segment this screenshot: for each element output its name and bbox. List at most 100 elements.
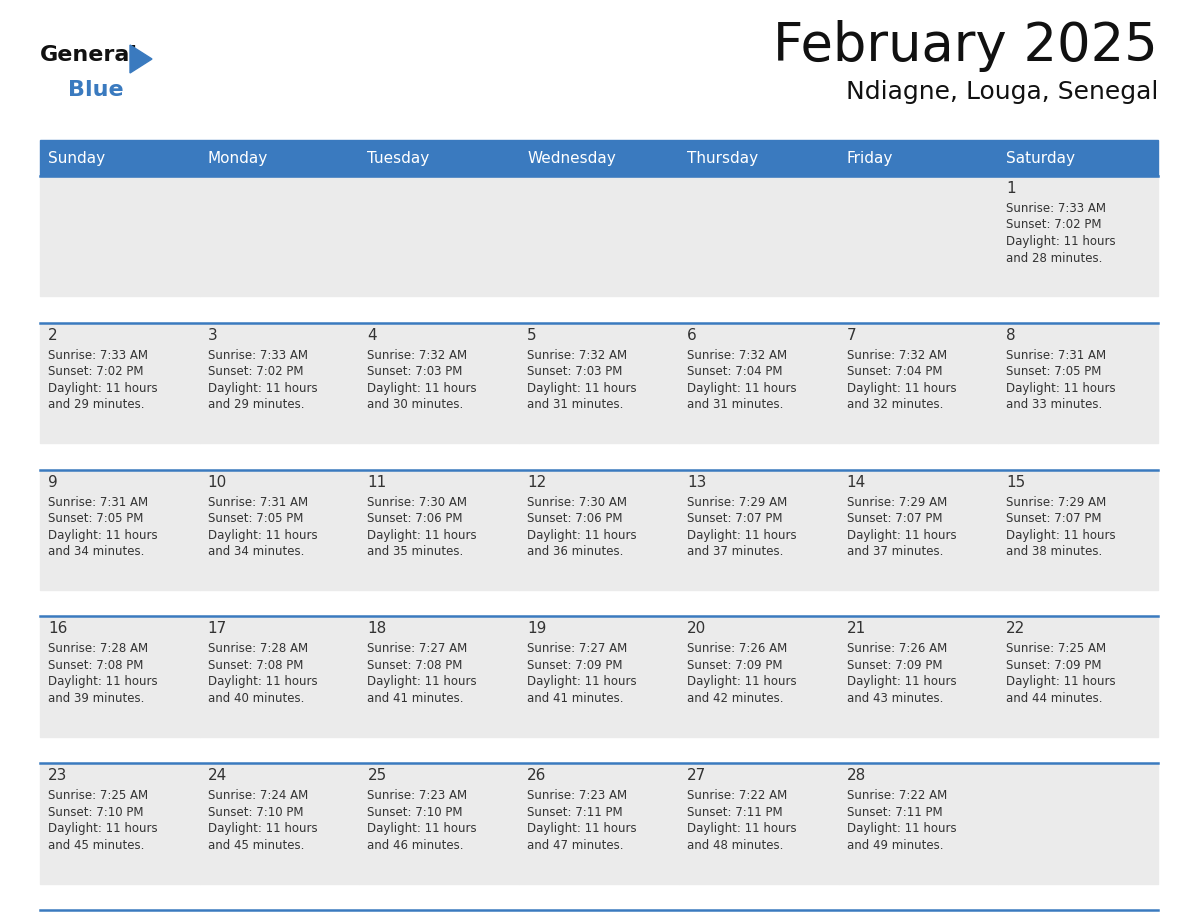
Text: 23: 23 (48, 768, 68, 783)
Text: Daylight: 11 hours: Daylight: 11 hours (847, 529, 956, 542)
Bar (200, 323, 360, 443)
Text: Sunrise: 7:29 AM: Sunrise: 7:29 AM (1006, 496, 1106, 509)
Bar (839, 176, 998, 297)
Text: 5: 5 (527, 328, 537, 342)
Bar (40, 176, 200, 297)
Bar (998, 323, 1158, 443)
Text: 9: 9 (48, 475, 58, 489)
Text: Saturday: Saturday (1006, 151, 1075, 165)
Text: Sunrise: 7:32 AM: Sunrise: 7:32 AM (367, 349, 468, 362)
Bar (998, 470, 1158, 590)
Text: 13: 13 (687, 475, 706, 489)
Text: Daylight: 11 hours: Daylight: 11 hours (208, 823, 317, 835)
Text: Sunset: 7:11 PM: Sunset: 7:11 PM (847, 806, 942, 819)
Text: and 44 minutes.: and 44 minutes. (1006, 692, 1102, 705)
Text: and 29 minutes.: and 29 minutes. (48, 398, 145, 411)
Text: and 41 minutes.: and 41 minutes. (527, 692, 624, 705)
Text: Daylight: 11 hours: Daylight: 11 hours (208, 529, 317, 542)
Text: Sunrise: 7:30 AM: Sunrise: 7:30 AM (527, 496, 627, 509)
Bar (519, 323, 678, 443)
Text: Sunset: 7:10 PM: Sunset: 7:10 PM (208, 806, 303, 819)
Text: Daylight: 11 hours: Daylight: 11 hours (527, 676, 637, 688)
Text: and 30 minutes.: and 30 minutes. (367, 398, 463, 411)
Text: Sunrise: 7:22 AM: Sunrise: 7:22 AM (847, 789, 947, 802)
Bar (519, 176, 678, 297)
Text: 28: 28 (847, 768, 866, 783)
Text: Sunrise: 7:32 AM: Sunrise: 7:32 AM (527, 349, 627, 362)
Text: Wednesday: Wednesday (527, 151, 615, 165)
Text: Sunset: 7:05 PM: Sunset: 7:05 PM (208, 512, 303, 525)
Bar (360, 616, 519, 737)
Bar (998, 616, 1158, 737)
Text: Sunday: Sunday (48, 151, 105, 165)
Bar (678, 616, 839, 737)
Text: 21: 21 (847, 621, 866, 636)
Bar (40, 763, 200, 884)
Text: Sunrise: 7:29 AM: Sunrise: 7:29 AM (687, 496, 788, 509)
Text: and 47 minutes.: and 47 minutes. (527, 839, 624, 852)
Text: Daylight: 11 hours: Daylight: 11 hours (847, 823, 956, 835)
Text: 14: 14 (847, 475, 866, 489)
Text: Tuesday: Tuesday (367, 151, 430, 165)
Text: Sunset: 7:11 PM: Sunset: 7:11 PM (527, 806, 623, 819)
Text: Sunset: 7:08 PM: Sunset: 7:08 PM (367, 659, 463, 672)
Text: Ndiagne, Louga, Senegal: Ndiagne, Louga, Senegal (846, 80, 1158, 104)
Text: Sunset: 7:11 PM: Sunset: 7:11 PM (687, 806, 783, 819)
Bar (200, 763, 360, 884)
Text: Sunset: 7:03 PM: Sunset: 7:03 PM (367, 365, 463, 378)
Text: Daylight: 11 hours: Daylight: 11 hours (687, 382, 796, 395)
Text: and 46 minutes.: and 46 minutes. (367, 839, 465, 852)
Bar (519, 616, 678, 737)
Text: Daylight: 11 hours: Daylight: 11 hours (527, 529, 637, 542)
Text: 6: 6 (687, 328, 696, 342)
Text: Sunset: 7:09 PM: Sunset: 7:09 PM (1006, 659, 1101, 672)
Text: 15: 15 (1006, 475, 1025, 489)
Text: and 29 minutes.: and 29 minutes. (208, 398, 304, 411)
Text: 17: 17 (208, 621, 227, 636)
Text: 12: 12 (527, 475, 546, 489)
Text: Sunrise: 7:32 AM: Sunrise: 7:32 AM (687, 349, 786, 362)
Bar (519, 763, 678, 884)
Text: Sunset: 7:10 PM: Sunset: 7:10 PM (48, 806, 144, 819)
Text: Daylight: 11 hours: Daylight: 11 hours (48, 676, 158, 688)
Text: 22: 22 (1006, 621, 1025, 636)
Bar (998, 763, 1158, 884)
Text: and 45 minutes.: and 45 minutes. (208, 839, 304, 852)
Text: Sunrise: 7:22 AM: Sunrise: 7:22 AM (687, 789, 788, 802)
Text: Sunrise: 7:30 AM: Sunrise: 7:30 AM (367, 496, 467, 509)
Bar (200, 176, 360, 297)
Text: and 37 minutes.: and 37 minutes. (687, 545, 783, 558)
Text: and 35 minutes.: and 35 minutes. (367, 545, 463, 558)
Text: Sunset: 7:09 PM: Sunset: 7:09 PM (847, 659, 942, 672)
Text: Sunset: 7:09 PM: Sunset: 7:09 PM (527, 659, 623, 672)
Text: Daylight: 11 hours: Daylight: 11 hours (527, 382, 637, 395)
Polygon shape (129, 45, 152, 73)
Text: Sunset: 7:08 PM: Sunset: 7:08 PM (48, 659, 144, 672)
Text: Daylight: 11 hours: Daylight: 11 hours (48, 823, 158, 835)
Text: Sunrise: 7:28 AM: Sunrise: 7:28 AM (208, 643, 308, 655)
Text: 2: 2 (48, 328, 58, 342)
Text: Sunrise: 7:27 AM: Sunrise: 7:27 AM (527, 643, 627, 655)
Text: and 34 minutes.: and 34 minutes. (48, 545, 145, 558)
Text: Daylight: 11 hours: Daylight: 11 hours (208, 382, 317, 395)
Text: Sunrise: 7:23 AM: Sunrise: 7:23 AM (527, 789, 627, 802)
Text: Sunset: 7:06 PM: Sunset: 7:06 PM (527, 512, 623, 525)
Text: Sunset: 7:02 PM: Sunset: 7:02 PM (1006, 218, 1101, 231)
Text: Sunrise: 7:31 AM: Sunrise: 7:31 AM (208, 496, 308, 509)
Text: Friday: Friday (847, 151, 893, 165)
Text: and 36 minutes.: and 36 minutes. (527, 545, 624, 558)
Text: Sunrise: 7:26 AM: Sunrise: 7:26 AM (847, 643, 947, 655)
Bar (839, 763, 998, 884)
Text: Sunrise: 7:28 AM: Sunrise: 7:28 AM (48, 643, 148, 655)
Text: 11: 11 (367, 475, 386, 489)
Text: and 41 minutes.: and 41 minutes. (367, 692, 465, 705)
Text: Sunrise: 7:31 AM: Sunrise: 7:31 AM (1006, 349, 1106, 362)
Text: February 2025: February 2025 (773, 20, 1158, 72)
Bar (998, 176, 1158, 297)
Text: Sunrise: 7:26 AM: Sunrise: 7:26 AM (687, 643, 788, 655)
Text: 1: 1 (1006, 181, 1016, 196)
Text: Thursday: Thursday (687, 151, 758, 165)
Bar (519, 470, 678, 590)
Bar (360, 323, 519, 443)
Text: 16: 16 (48, 621, 68, 636)
